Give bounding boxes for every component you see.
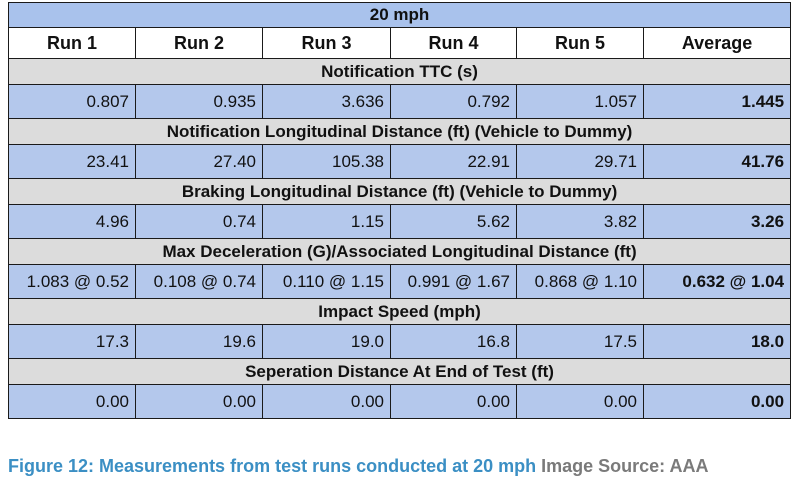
data-cell: 0.00	[8, 384, 136, 419]
column-header: Run 5	[516, 27, 644, 59]
data-cell: 0.00	[262, 384, 391, 419]
data-cell: 1.057	[516, 84, 644, 119]
data-cell: 0.110 @ 1.15	[262, 264, 391, 299]
data-cell: 1.445	[642, 84, 792, 119]
data-cell: 0.00	[135, 384, 263, 419]
data-cell: 3.26	[642, 204, 792, 239]
section-label-row: Seperation Distance At End of Test (ft)	[7, 358, 792, 385]
data-cell: 0.00	[642, 384, 792, 419]
data-row: 0.807 0.935 3.636 0.792 1.057 1.445	[8, 84, 792, 119]
data-cell: 0.868 @ 1.10	[516, 264, 644, 299]
section-label: Notification Longitudinal Distance (ft) …	[7, 118, 792, 145]
data-cell: 0.00	[516, 384, 644, 419]
data-cell: 18.0	[642, 324, 792, 359]
section-label-row: Notification TTC (s)	[7, 58, 792, 85]
caption: Figure 12: Measurements from test runs c…	[8, 456, 709, 477]
data-cell: 17.5	[516, 324, 644, 359]
column-header: Average	[642, 27, 792, 59]
data-cell: 1.15	[262, 204, 391, 239]
data-cell: 22.91	[390, 144, 517, 179]
image-source: Image Source: AAA	[541, 456, 709, 476]
data-cell: 17.3	[8, 324, 136, 359]
table-body: 20 mph Run 1 Run 2 Run 3 Run 4 Run 5 Average N…	[7, 2, 792, 419]
section-label: Seperation Distance At End of Test (ft)	[7, 358, 792, 385]
section-label-row: Braking Longitudinal Distance (ft) (Vehi…	[7, 178, 792, 205]
column-header: Run 3	[262, 27, 391, 59]
data-cell: 5.62	[390, 204, 517, 239]
data-row: 4.96 0.74 1.15 5.62 3.82 3.26	[8, 204, 792, 239]
data-cell: 0.807	[8, 84, 136, 119]
data-cell: 1.083 @ 0.52	[8, 264, 136, 299]
data-cell: 0.108 @ 0.74	[135, 264, 263, 299]
data-row: 17.3 19.6 19.0 16.8 17.5 18.0	[8, 324, 792, 359]
section-label: Notification TTC (s)	[7, 58, 792, 85]
data-cell: 0.74	[135, 204, 263, 239]
section-label-row: Max Deceleration (G)/Associated Longitud…	[7, 238, 792, 265]
section-label: Braking Longitudinal Distance (ft) (Vehi…	[7, 178, 792, 205]
data-cell: 4.96	[8, 204, 136, 239]
data-cell: 0.991 @ 1.67	[390, 264, 517, 299]
section-label-row: Notification Longitudinal Distance (ft) …	[7, 118, 792, 145]
section-label: Impact Speed (mph)	[7, 298, 792, 325]
data-cell: 3.82	[516, 204, 644, 239]
title-row: 20 mph	[7, 2, 792, 28]
data-cell: 0.935	[135, 84, 263, 119]
table-wrap: 20 mph Run 1 Run 2 Run 3 Run 4 Run 5 Average N…	[7, 2, 792, 419]
data-cell: 29.71	[516, 144, 644, 179]
data-cell: 19.6	[135, 324, 263, 359]
data-row: 1.083 @ 0.52 0.108 @ 0.74 0.110 @ 1.15 0.99…	[8, 264, 792, 299]
data-cell: 0.792	[390, 84, 517, 119]
column-header: Run 4	[390, 27, 517, 59]
figure-caption: Figure 12: Measurements from test runs c…	[8, 456, 537, 476]
data-cell: 105.38	[262, 144, 391, 179]
measurement-table: 20 mph Run 1 Run 2 Run 3 Run 4 Run 5 Average N…	[7, 2, 792, 419]
section-label: Max Deceleration (G)/Associated Longitud…	[7, 238, 792, 265]
data-cell: 0.632 @ 1.04	[642, 264, 792, 299]
header-row: Run 1 Run 2 Run 3 Run 4 Run 5 Average	[8, 27, 792, 59]
data-cell: 23.41	[8, 144, 136, 179]
data-cell: 16.8	[390, 324, 517, 359]
data-row: 23.41 27.40 105.38 22.91 29.71 41.76	[8, 144, 792, 179]
section-label-row: Impact Speed (mph)	[7, 298, 792, 325]
data-cell: 0.00	[390, 384, 517, 419]
table-title: 20 mph	[7, 2, 792, 28]
data-cell: 27.40	[135, 144, 263, 179]
column-header: Run 1	[8, 27, 136, 59]
column-header: Run 2	[135, 27, 263, 59]
data-cell: 41.76	[642, 144, 792, 179]
data-row: 0.00 0.00 0.00 0.00 0.00 0.00	[8, 384, 792, 419]
data-cell: 19.0	[262, 324, 391, 359]
data-cell: 3.636	[262, 84, 391, 119]
